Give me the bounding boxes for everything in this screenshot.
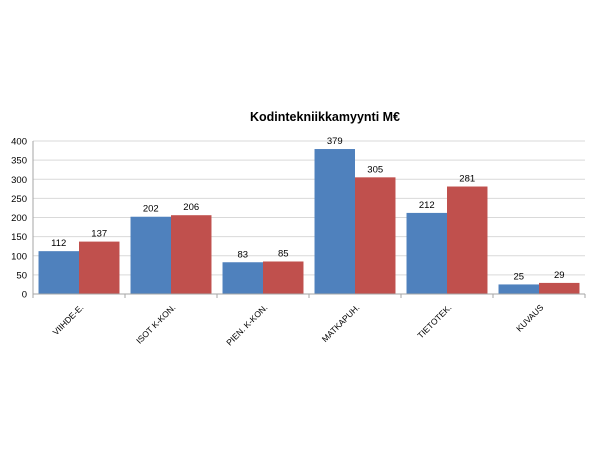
data-label: 212 (419, 200, 435, 211)
data-label: 379 (327, 136, 343, 147)
data-label: 29 (554, 270, 565, 281)
bar (355, 177, 396, 294)
data-label: 281 (459, 174, 475, 185)
category-label: TIETOTEK. (415, 302, 453, 340)
y-tick-label: 300 (11, 175, 27, 186)
y-tick-label: 350 (11, 156, 27, 167)
data-label: 137 (91, 229, 107, 240)
bar (263, 261, 304, 294)
y-tick-label: 250 (11, 194, 27, 205)
bar (498, 284, 539, 294)
chart-title: Kodintekniikkamyynti M€ (250, 110, 400, 124)
y-tick-label: 50 (16, 270, 27, 281)
bar (171, 215, 212, 294)
category-label: ISOT K-KON. (134, 302, 177, 345)
bar (130, 216, 171, 294)
bar (79, 241, 120, 294)
category-label: PIEN. K-KON. (224, 302, 269, 347)
y-tick-label: 100 (11, 251, 27, 262)
bar (38, 251, 79, 294)
category-label: MATKAPUH. (320, 302, 362, 344)
data-label: 112 (51, 238, 66, 249)
data-labels: 112 137 202 206 83 85 379 305 212 281 25 29 (51, 136, 564, 282)
bar (447, 186, 488, 294)
data-label: 206 (183, 202, 199, 213)
data-label: 305 (367, 164, 383, 175)
y-tick-label: 0 (22, 290, 27, 301)
y-tick-label: 200 (11, 213, 27, 224)
y-tick-label: 150 (11, 232, 27, 243)
data-label: 25 (513, 271, 524, 282)
bar (222, 262, 263, 294)
bar (314, 149, 355, 294)
data-label: 83 (237, 249, 248, 260)
category-label: KUVAUS (514, 302, 546, 334)
data-label: 202 (143, 204, 159, 215)
category-label: VIIHDE-E. (51, 302, 86, 337)
bars (38, 149, 580, 294)
data-label: 85 (278, 248, 289, 259)
grid (33, 140, 585, 276)
y-tick-label: 400 (11, 137, 27, 148)
bar (406, 212, 447, 294)
bar (539, 282, 580, 294)
